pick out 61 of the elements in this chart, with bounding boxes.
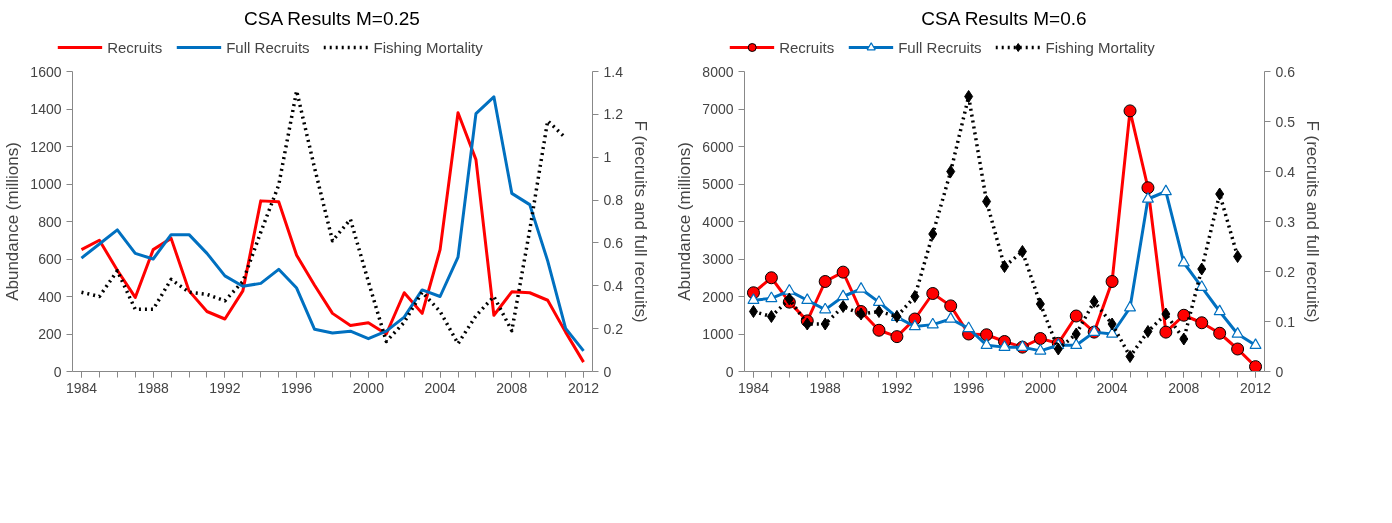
x-tick-label: 1992 (209, 379, 241, 396)
y2-tick-label: 1.2 (603, 106, 624, 123)
y2-tick-label: 0.2 (603, 320, 624, 337)
y-tick-label: 600 (38, 251, 62, 267)
y2-tick-label: 0 (1275, 363, 1284, 380)
x-tick-label: 2012 (1239, 379, 1272, 396)
y2-tick-label: 0.8 (603, 192, 624, 209)
x-tick-label: 1996 (953, 379, 985, 396)
y-tick-label: 6000 (702, 138, 734, 155)
y-tick-label: 7000 (702, 101, 734, 117)
y2-tick-label: 0.3 (1275, 213, 1296, 230)
y-tick-label: 3000 (702, 251, 734, 267)
y-tick-label: 1200 (30, 138, 62, 155)
x-tick-label: 2004 (1096, 379, 1128, 396)
y2-tick-label: 0.2 (1275, 263, 1296, 280)
legend-label: Full Recruits (898, 38, 982, 56)
y2-tick-label: 0.6 (1275, 63, 1296, 80)
chart-title: CSA Results M=0.6 (921, 7, 1087, 29)
legend-label: Recruits (107, 38, 163, 56)
y-axis-title: Abundance (millions) (675, 142, 695, 301)
y-tick-label: 400 (38, 288, 62, 305)
y2-tick-label: 1 (603, 149, 612, 166)
y-tick-label: 1600 (30, 63, 62, 80)
x-tick-label: 2000 (352, 379, 385, 396)
legend-label: Fishing Mortality (373, 38, 483, 56)
x-tick-label: 2008 (1168, 379, 1200, 396)
x-tick-label: 2012 (567, 379, 600, 396)
x-tick-label: 1984 (737, 379, 770, 396)
y2-tick-label: 0.4 (1275, 163, 1296, 180)
y-tick-label: 0 (53, 363, 62, 380)
y-tick-label: 8000 (702, 63, 734, 80)
y2-tick-label: 0.5 (1275, 113, 1296, 130)
y-tick-label: 4000 (702, 213, 734, 230)
x-tick-label: 1984 (65, 379, 98, 396)
y2-tick-label: 1.4 (603, 63, 624, 80)
x-tick-label: 2008 (496, 379, 528, 396)
y2-tick-label: 0.6 (603, 234, 624, 251)
y2-tick-label: 0.1 (1275, 313, 1296, 330)
y2-tick-label: 0 (603, 363, 612, 380)
legend-label: Fishing Mortality (1045, 38, 1155, 56)
y-tick-label: 1400 (30, 101, 62, 117)
y-axis-title: Abundance (millions) (3, 142, 23, 301)
y-tick-label: 2000 (702, 288, 734, 305)
x-tick-label: 2004 (424, 379, 456, 396)
y-tick-label: 1000 (702, 326, 734, 342)
x-tick-label: 1996 (281, 379, 313, 396)
y-tick-label: 200 (38, 326, 62, 342)
x-tick-label: 2000 (1024, 379, 1057, 396)
legend-label: Recruits (779, 38, 835, 56)
legend-label: Full Recruits (226, 38, 310, 56)
y-tick-label: 0 (725, 363, 734, 380)
y2-axis-title: F (recruits and full recruits) (1302, 120, 1322, 323)
x-tick-label: 1988 (137, 379, 169, 396)
y-tick-label: 800 (38, 213, 62, 230)
y2-tick-label: 0.4 (603, 277, 624, 294)
y-tick-label: 5000 (702, 176, 734, 192)
x-tick-label: 1992 (881, 379, 913, 396)
y2-axis-title: F (recruits and full recruits) (630, 120, 650, 323)
y-tick-label: 1000 (30, 176, 62, 192)
chart-title: CSA Results M=0.25 (244, 7, 420, 29)
x-tick-label: 1988 (809, 379, 841, 396)
